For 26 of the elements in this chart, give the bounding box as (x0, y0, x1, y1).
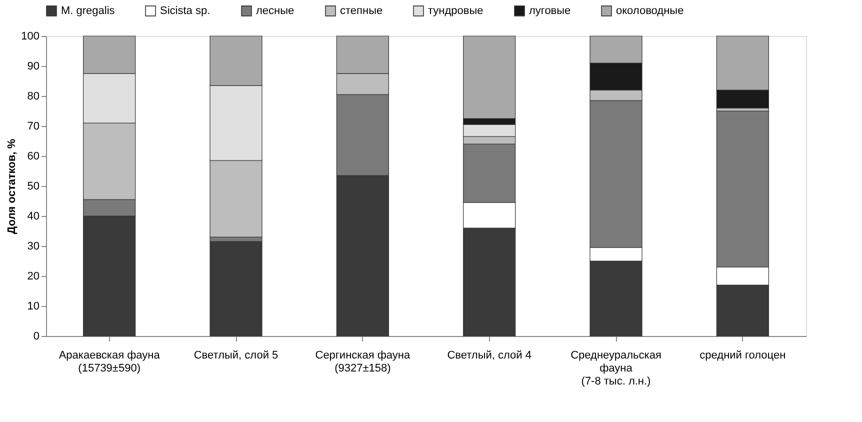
y-tick-label: 80 (27, 90, 40, 102)
y-tick-label: 10 (27, 300, 40, 312)
legend-label: M. gregalis (61, 4, 116, 17)
y-tick-label: 40 (27, 210, 40, 222)
y-tick-label: 60 (27, 150, 40, 162)
legend-label: луговые (529, 4, 571, 17)
x-tick-label: Сергинская фауна (9327±158) (315, 350, 411, 374)
legend-label: Sicista sp. (160, 4, 210, 17)
y-tick-label: 0 (33, 330, 40, 342)
legend-label: тундровые (428, 4, 484, 17)
x-tick-label: Светлый, слой 4 (447, 350, 532, 362)
y-tick-label: 100 (21, 30, 40, 42)
x-tick-label: средний голоцен (700, 350, 786, 362)
x-tick-label: Светлый, слой 5 (194, 350, 278, 362)
y-tick-label: 30 (27, 240, 40, 252)
y-tick-label: 50 (27, 180, 40, 192)
legend-label: степные (340, 4, 383, 17)
y-tick-label: 90 (27, 60, 40, 72)
x-tick-label: Среднеуральская фауна (7-8 тыс. л.н.) (570, 350, 662, 388)
legend-label: лесные (256, 4, 294, 17)
bar (210, 241, 262, 336)
legend-label: околоводные (616, 4, 684, 17)
x-tick-label: Аракаевская фауна (15739±590) (58, 350, 161, 374)
y-axis-title: Доля остатков, % (6, 138, 18, 234)
y-tick-label: 70 (27, 120, 40, 132)
y-tick-label: 20 (27, 270, 40, 282)
